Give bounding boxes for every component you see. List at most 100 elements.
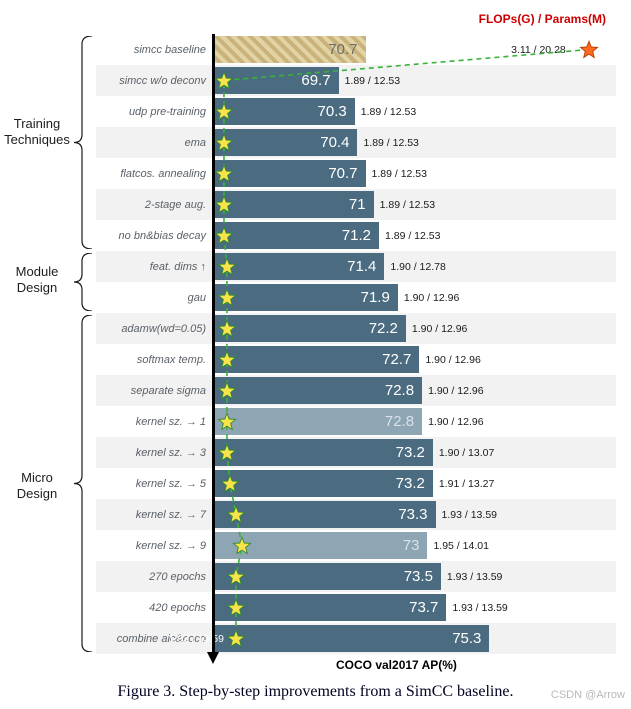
bar-area: 69.7 1.89 / 12.53 — [212, 65, 616, 96]
flops-params-text: 1.90 / 12.96 — [412, 313, 467, 344]
bar-value-label: 70.7 — [328, 165, 357, 182]
bar: 71 — [212, 191, 374, 218]
bar-value-label: 71.9 — [361, 289, 390, 306]
row-label: kernel sz. → 1 — [96, 406, 212, 437]
y-axis-arrow — [212, 34, 215, 654]
bar-area: 72.81.90 / 12.96 — [212, 375, 616, 406]
group-label: MicroDesign — [2, 470, 72, 501]
bar-value-label: 70.4 — [320, 134, 349, 151]
bar-value-label: 69.7 — [301, 72, 330, 89]
group-label: TrainingTechniques — [2, 116, 72, 147]
chart-row: kernel sz. → 773.31.93 / 13.59 — [96, 499, 616, 530]
chart-row: simcc w/o deconv 69.7 1.89 / 12.53 — [96, 65, 616, 96]
bar-value-label: 71.4 — [347, 258, 376, 275]
flops-params-text: 1.89 / 12.53 — [380, 189, 435, 220]
bar: 70.7 — [212, 160, 366, 187]
bar-value-label: 72.2 — [369, 320, 398, 337]
chart-row: no bn&bias decay71.21.89 / 12.53 — [96, 220, 616, 251]
bar-area: 72.2 1.90 / 12.96 — [212, 313, 616, 344]
flops-params-text: 1.89 / 12.53 — [385, 220, 440, 251]
chart-row: 420 epochs73.71.93 / 13.59 — [96, 592, 616, 623]
bar-area: 75.31.93 / 13.59 — [212, 623, 616, 654]
row-label: adamw(wd=0.05) — [96, 313, 212, 344]
bar-area: 70.71.89 / 12.53 — [212, 158, 616, 189]
bar-area: 73.31.93 / 13.59 — [212, 499, 616, 530]
rows-container: simcc baseline70.73.11 / 20.28simcc w/o … — [96, 34, 616, 654]
row-label: simcc w/o deconv — [96, 65, 212, 96]
chart-row: 270 epochs 73.5 1.93 / 13.59 — [96, 561, 616, 592]
bar: 72.8 — [212, 377, 422, 404]
flops-params-text: 1.89 / 12.53 — [345, 65, 400, 96]
group-labels-area: TrainingTechniquesModuleDesignMicroDesig… — [10, 4, 94, 644]
chart-row: combine aic&coco75.31.93 / 13.59 — [96, 623, 616, 654]
bar-value-label: 71 — [349, 196, 366, 213]
row-label: 420 epochs — [96, 592, 212, 623]
group-label: ModuleDesign — [2, 264, 72, 295]
bar: 71.2 — [212, 222, 379, 249]
bar-value-label: 72.7 — [382, 351, 411, 368]
flops-params-text: 1.93 / 13.59 — [447, 561, 502, 592]
watermark-text: CSDN @Arrow — [551, 689, 625, 701]
bar-value-label: 73.5 — [404, 568, 433, 585]
row-label: kernel sz. → 7 — [96, 499, 212, 530]
bar: 73.2 — [212, 439, 433, 466]
figure-caption: Figure 3. Step-by-step improvements from… — [0, 683, 631, 701]
x-axis-label: COCO val2017 AP(%) — [336, 658, 457, 672]
bar-area: 73.21.90 / 13.07 — [212, 437, 616, 468]
curly-brace-icon — [72, 315, 94, 652]
chart-row: 2-stage aug.711.89 / 12.53 — [96, 189, 616, 220]
bar-area: 71 1.89 / 12.53 — [212, 189, 616, 220]
flops-params-text: 1.90 / 12.96 — [428, 375, 483, 406]
chart-row: flatcos. annealing70.71.89 / 12.53 — [96, 158, 616, 189]
chart-row: separate sigma72.81.90 / 12.96 — [96, 375, 616, 406]
chart-row: kernel sz. → 373.21.90 / 13.07 — [96, 437, 616, 468]
bar-area: 73.5 1.93 / 13.59 — [212, 561, 616, 592]
flops-params-text: 1.90 / 12.96 — [404, 282, 459, 313]
bar-value-label: 73.2 — [396, 475, 425, 492]
chart-row: kernel sz. → 1 72.8 1.90 / 12.96 — [96, 406, 616, 437]
row-label: flatcos. annealing — [96, 158, 212, 189]
flops-params-text: 1.89 / 12.53 — [363, 127, 418, 158]
bar: 73.5 — [212, 563, 441, 590]
bar-area: 70.7 3.11 / 20.28 — [212, 34, 616, 65]
bar-area: 71.9 1.90 / 12.96 — [212, 282, 616, 313]
bar: 71.9 — [212, 284, 398, 311]
flops-params-text: 1.90 / 12.96 — [428, 406, 483, 437]
arrow-head-icon — [207, 652, 219, 664]
flops-params-text: 1.90 / 12.96 — [425, 344, 480, 375]
chart-row: ema70.41.89 / 12.53 — [96, 127, 616, 158]
flops-params-text: 1.90 / 13.07 — [439, 437, 494, 468]
flops-params-text: 1.91 / 13.27 — [439, 468, 494, 499]
bar: 72.2 — [212, 315, 406, 342]
chart-row: feat. dims ↑71.41.90 / 12.78 — [96, 251, 616, 282]
flops-params-text: 1.93 / 13.59 — [442, 499, 497, 530]
bar: 73.7 — [212, 594, 446, 621]
flops-params-text: 1.93 / 13.59 — [168, 623, 223, 654]
bar-value-label: 70.3 — [318, 103, 347, 120]
curly-brace-icon — [72, 253, 94, 311]
row-label: softmax temp. — [96, 344, 212, 375]
curly-brace-icon — [72, 36, 94, 249]
bar-area: 72.7 1.90 / 12.96 — [212, 344, 616, 375]
chart-row: gau 71.9 1.90 / 12.96 — [96, 282, 616, 313]
row-label: feat. dims ↑ — [96, 251, 212, 282]
bar: 69.7 — [212, 67, 339, 94]
bar-value-label: 70.7 — [328, 41, 357, 58]
bar-value-label: 73.7 — [409, 599, 438, 616]
bar-area: 731.95 / 14.01 — [212, 530, 616, 561]
bar-value-label: 75.3 — [452, 630, 481, 647]
row-label: kernel sz. → 5 — [96, 468, 212, 499]
bar-value-label: 73 — [403, 537, 420, 554]
row-label: udp pre-training — [96, 96, 212, 127]
flops-params-text: 3.11 / 20.28 — [511, 34, 566, 65]
row-label: kernel sz. → 9 — [96, 530, 212, 561]
row-label: gau — [96, 282, 212, 313]
bar-area: 71.41.90 / 12.78 — [212, 251, 616, 282]
chart-row: adamw(wd=0.05) 72.2 1.90 / 12.96 — [96, 313, 616, 344]
bar-value-label: 72.8 — [385, 413, 414, 430]
row-label: simcc baseline — [96, 34, 212, 65]
bar: 70.3 — [212, 98, 355, 125]
row-label: 270 epochs — [96, 561, 212, 592]
bar: 70.4 — [212, 129, 357, 156]
bar: 72.8 — [212, 408, 422, 435]
